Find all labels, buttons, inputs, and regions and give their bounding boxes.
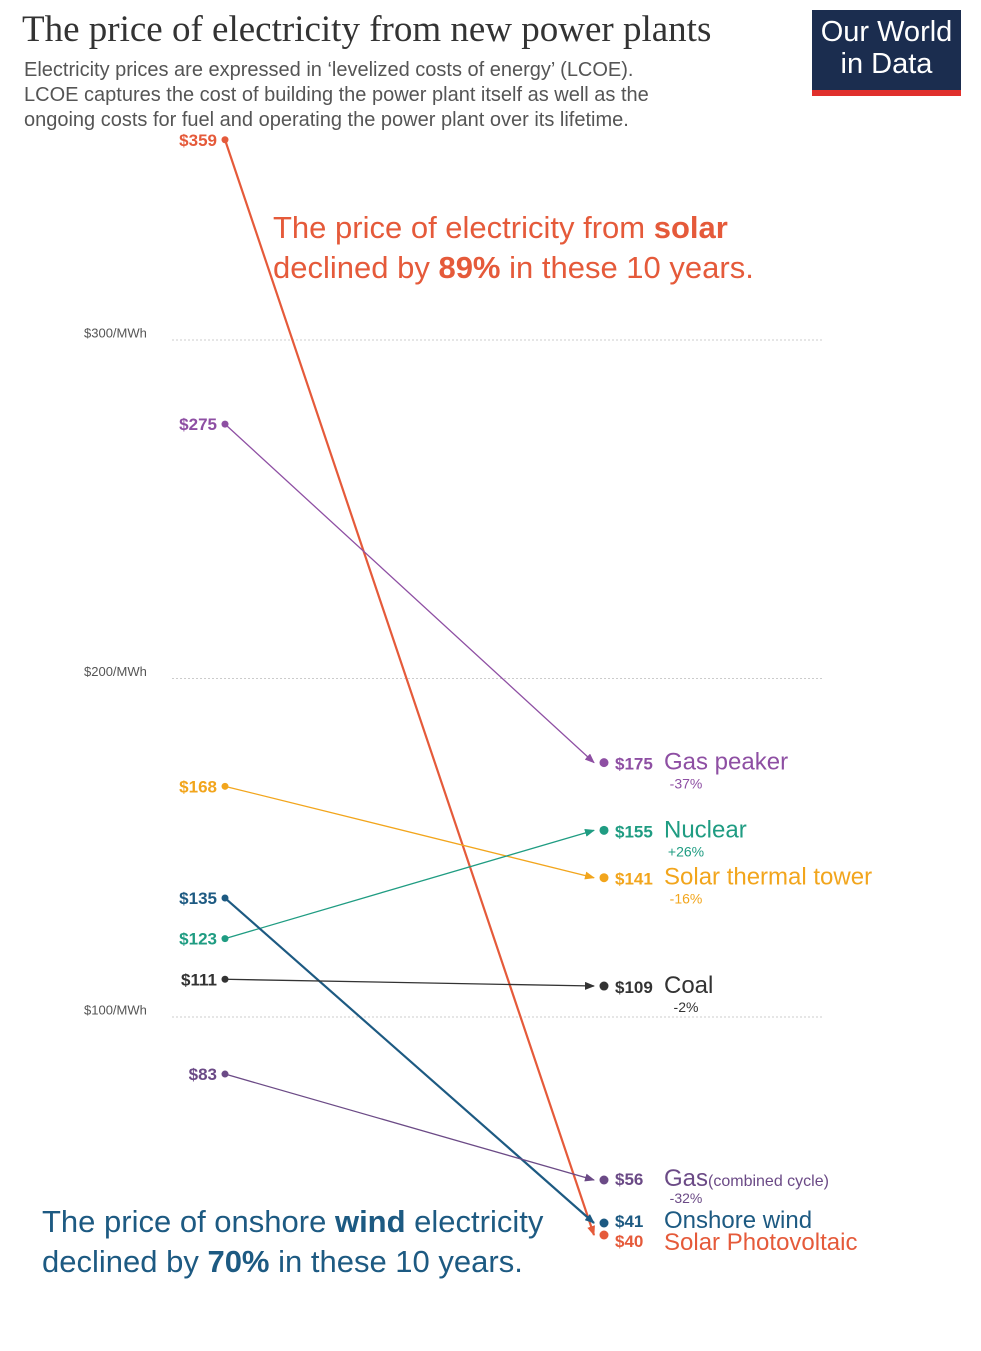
subtitle-line: ongoing costs for fuel and operating the… xyxy=(24,109,629,131)
end-point xyxy=(599,1230,609,1240)
end-point xyxy=(599,1218,609,1228)
subtitle-line: Electricity prices are expressed in ‘lev… xyxy=(24,59,634,81)
end-label: $141 xyxy=(615,870,653,889)
start-label: $135 xyxy=(179,889,217,908)
series-name: Solar Photovoltaic xyxy=(664,1229,857,1256)
start-point xyxy=(221,420,229,428)
chart-title: The price of electricity from new power … xyxy=(22,9,712,50)
end-point xyxy=(599,758,609,768)
start-point xyxy=(221,935,229,943)
start-label: $275 xyxy=(179,415,217,434)
start-point xyxy=(221,975,229,983)
series-name: Onshore wind xyxy=(664,1207,812,1234)
series-line xyxy=(223,139,596,1236)
end-point xyxy=(599,873,609,883)
series-line xyxy=(224,1073,595,1182)
end-label: $56 xyxy=(615,1170,643,1189)
start-point xyxy=(221,782,229,790)
chart-subtitle: Electricity prices are expressed in ‘lev… xyxy=(24,58,814,133)
change-label: -16% xyxy=(670,891,703,907)
series-line xyxy=(224,423,595,764)
owid-logo: Our World in Data xyxy=(812,10,961,96)
series-name: Gas(combined cycle) xyxy=(664,1165,829,1192)
change-label: -32% xyxy=(670,1190,703,1206)
gridline-label: $300/MWh xyxy=(84,326,147,341)
series-name: Nuclear xyxy=(664,816,747,843)
series-name: Coal xyxy=(664,972,713,999)
change-label: +26% xyxy=(668,843,704,859)
solar-annotation: The price of electricity from solar decl… xyxy=(273,210,754,285)
end-label: $155 xyxy=(615,822,653,841)
start-point xyxy=(221,1070,229,1078)
wind-annotation: The price of onshore wind electricity de… xyxy=(42,1204,544,1279)
end-point xyxy=(599,1175,609,1185)
start-label: $83 xyxy=(189,1065,217,1084)
end-point xyxy=(599,981,609,991)
subtitle-line: LCOE captures the cost of building the p… xyxy=(24,84,649,106)
series-line xyxy=(224,829,595,940)
end-label: $109 xyxy=(615,978,653,997)
end-label: $175 xyxy=(615,755,653,774)
change-label: -2% xyxy=(674,999,699,1015)
end-label: $40 xyxy=(615,1232,643,1251)
start-point xyxy=(221,136,229,144)
series-line xyxy=(224,897,595,1224)
end-label: $41 xyxy=(615,1212,643,1231)
end-point xyxy=(599,825,609,835)
logo-line: Our World xyxy=(820,16,953,48)
change-label: -37% xyxy=(670,776,703,792)
gridline-label: $200/MWh xyxy=(84,664,147,679)
start-label: $359 xyxy=(179,131,217,150)
start-label: $111 xyxy=(181,970,217,989)
series-line xyxy=(224,785,595,880)
start-point xyxy=(221,894,229,902)
start-label: $123 xyxy=(179,930,217,949)
start-label: $168 xyxy=(179,777,217,796)
series-line xyxy=(224,978,595,990)
gridline-label: $100/MWh xyxy=(84,1003,147,1018)
logo-line: in Data xyxy=(840,48,933,80)
series-name: Solar thermal tower xyxy=(664,864,872,891)
series-name: Gas peaker xyxy=(664,749,788,776)
